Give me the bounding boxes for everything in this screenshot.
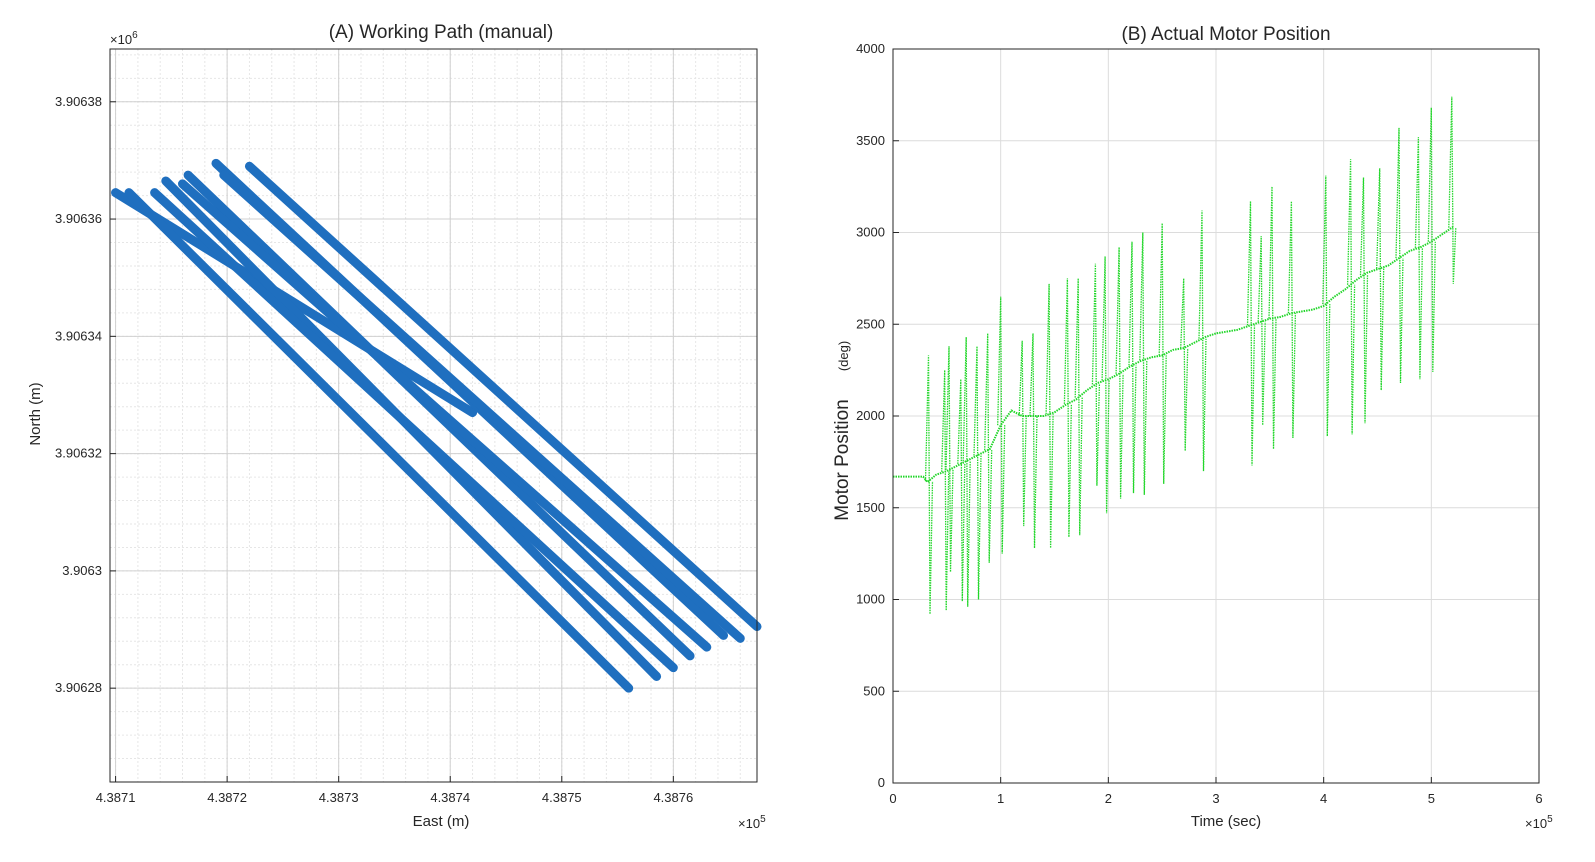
- x-tick-label: 4: [1320, 791, 1327, 806]
- y-tick-label: 4000: [856, 41, 885, 56]
- y-tick-label: 3000: [856, 225, 885, 240]
- y-tick-label: 3.90636: [55, 211, 102, 226]
- path-track-4: [150, 188, 678, 673]
- motor-position-spike-2: [941, 370, 950, 611]
- motor-position-spike-29: [1376, 168, 1385, 391]
- x-tick-label: 4.3875: [542, 790, 582, 805]
- x-tick-label: 2: [1105, 791, 1112, 806]
- panel-working-path: 4.3871 4.3872 4.3873 4.3874 4.3875 4.3876 3.9…: [27, 22, 766, 831]
- motor-position-spike-22: [1246, 201, 1256, 466]
- x-tick-label: 6: [1535, 791, 1542, 806]
- panel-b-grid: [892, 48, 1540, 784]
- motor-position-trend: [893, 226, 1454, 484]
- motor-position-spike-10: [1029, 333, 1038, 549]
- motor-position-spike-14: [1091, 263, 1101, 486]
- y-tick-label: 3.90638: [55, 94, 102, 109]
- panel-a-x-exponent: ×105: [738, 814, 766, 831]
- panel-a-data: [111, 158, 762, 693]
- x-tick-label: 4.3871: [96, 790, 136, 805]
- y-tick-label: 2500: [856, 316, 885, 331]
- path-track-6: [178, 179, 712, 652]
- motor-position-spike-24: [1268, 186, 1277, 450]
- x-tick-label: 0: [889, 791, 896, 806]
- y-tick-label: 2000: [856, 408, 885, 423]
- motor-position-spike-32: [1427, 107, 1436, 373]
- motor-position-spike-25: [1287, 201, 1297, 439]
- panel-a-y-exponent: ×106: [110, 30, 138, 47]
- panel-motor-position: 0 1 2 3 4 5 6 0 500 1000 1500 2000 2500 3000 3500 4000…: [832, 24, 1553, 831]
- path-track-2: [124, 188, 634, 693]
- x-tick-label: 4.3874: [430, 790, 470, 805]
- panel-b-x-ticks: 0 1 2 3 4 5 6: [889, 777, 1543, 806]
- panel-b-y-ticks: 0 500 1000 1500 2000 2500 3000 3500 4000: [856, 41, 899, 790]
- x-tick-label: 3: [1212, 791, 1219, 806]
- y-tick-label: 3.9063: [62, 563, 102, 578]
- panel-b-y-axis-unit: (deg): [836, 341, 851, 371]
- motor-position-spike-23: [1257, 236, 1266, 426]
- motor-position-spike-4: [957, 379, 966, 602]
- panel-a-y-axis-label: North (m): [27, 382, 44, 445]
- motor-position-spike-5: [962, 337, 971, 607]
- y-tick-label: 3.90632: [55, 446, 102, 461]
- x-tick-label: 5: [1428, 791, 1435, 806]
- motor-position-spike-21: [1198, 210, 1207, 472]
- motor-position-spike-26: [1322, 175, 1331, 437]
- x-tick-label: 4.3876: [653, 790, 693, 805]
- panel-b-x-axis-label: Time (sec): [1191, 813, 1261, 830]
- y-tick-label: 3.90628: [55, 680, 102, 695]
- y-tick-label: 1000: [856, 592, 885, 607]
- y-tick-label: 3500: [856, 133, 885, 148]
- motor-position-spike-19: [1158, 223, 1167, 484]
- panel-a-axes-frame: [109, 48, 758, 783]
- motor-position-spike-30: [1395, 127, 1404, 384]
- y-tick-label: 500: [863, 683, 885, 698]
- panel-a-x-ticks: 4.3871 4.3872 4.3873 4.3874 4.3875 4.3876: [96, 776, 693, 805]
- motor-position-spike-28: [1359, 177, 1369, 424]
- motor-position-spike-16: [1115, 247, 1124, 499]
- y-tick-label: 1500: [856, 500, 885, 515]
- motor-position-spike-33: [1448, 96, 1457, 284]
- motor-position-spike-31: [1414, 137, 1424, 380]
- motor-position-spike-3: [945, 346, 954, 573]
- panel-b-x-exponent: ×105: [1525, 814, 1553, 831]
- motor-position-spike-6: [973, 346, 982, 600]
- panel-a-y-ticks: 3.90628 3.9063 3.90632 3.90634 3.90636 3.9063…: [55, 94, 116, 695]
- motor-position-spike-9: [1018, 340, 1027, 527]
- motor-position-spike-13: [1074, 278, 1083, 536]
- path-track-1: [111, 188, 478, 418]
- path-track-8: [219, 170, 745, 643]
- motor-position-spike-12: [1063, 278, 1073, 538]
- panel-a-title: (A) Working Path (manual): [329, 22, 554, 43]
- motor-position-spike-18: [1139, 232, 1148, 495]
- x-tick-label: 4.3873: [319, 790, 359, 805]
- motor-position-spike-20: [1180, 278, 1189, 451]
- motor-position-spike-8: [997, 296, 1006, 554]
- panel-b-data: [893, 96, 1457, 615]
- x-tick-label: 4.3872: [207, 790, 247, 805]
- y-tick-label: 3.90634: [55, 328, 102, 343]
- panel-b-y-axis-label: Motor Position: [832, 399, 853, 520]
- y-tick-label: 0: [878, 775, 885, 790]
- motor-position-spike-1: [924, 355, 934, 615]
- motor-position-spike-7: [984, 333, 993, 563]
- motor-position-spike-11: [1045, 283, 1054, 549]
- panel-b-title: (B) Actual Motor Position: [1121, 24, 1330, 45]
- motor-position-spike-27: [1346, 159, 1356, 435]
- panel-a-x-axis-label: East (m): [413, 813, 470, 830]
- path-track-9: [244, 161, 762, 632]
- x-tick-label: 1: [997, 791, 1004, 806]
